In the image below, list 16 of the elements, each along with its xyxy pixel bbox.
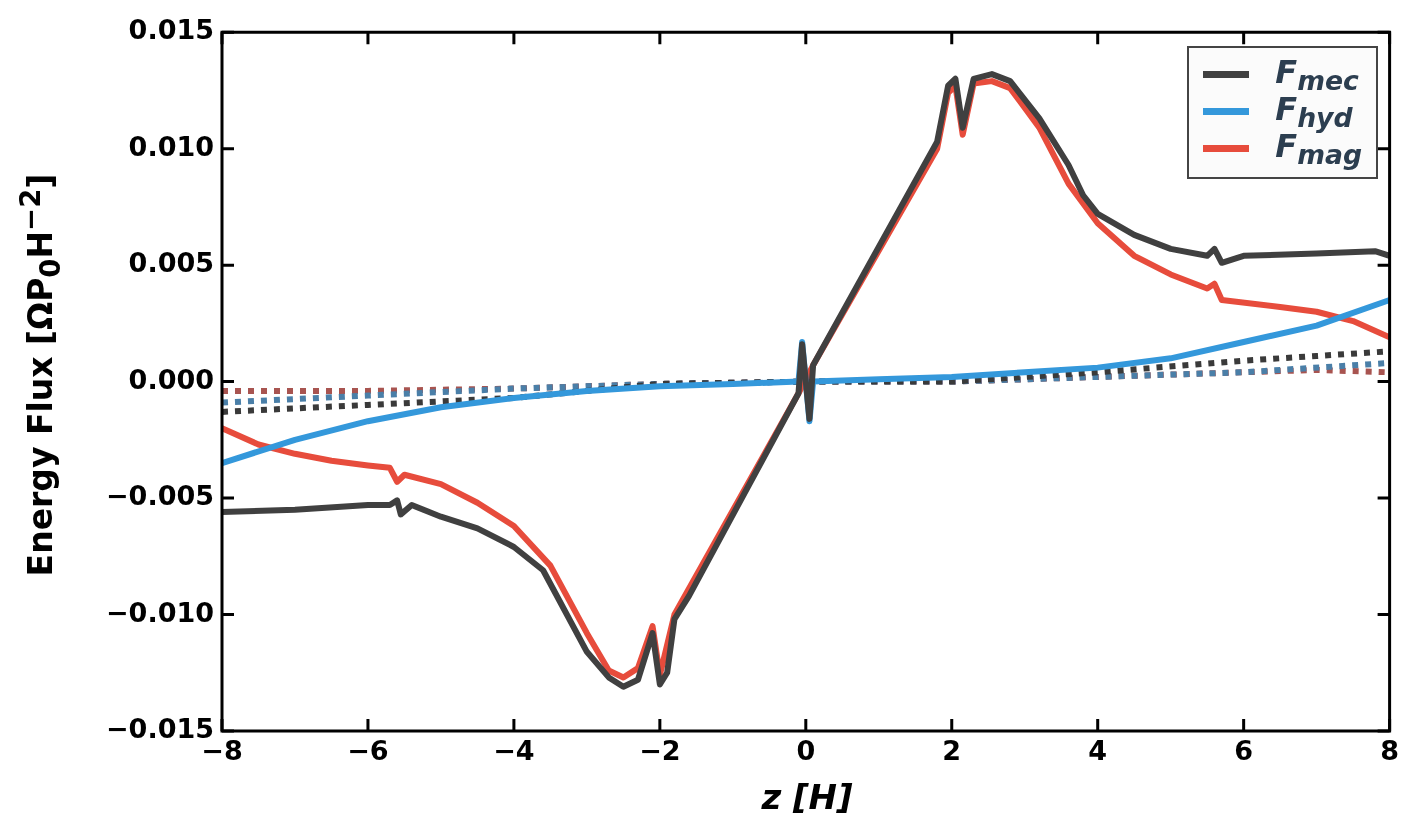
x-tick-label: −2 <box>639 735 681 767</box>
legend-label: F$_{mec}$ <box>1275 52 1359 97</box>
x-tick-label: 0 <box>796 735 816 767</box>
x-tick-label: −4 <box>493 735 535 767</box>
y-tick-label: 0.005 <box>128 247 214 279</box>
y-tick-label: −0.010 <box>105 596 214 628</box>
y-tick-label: 0.010 <box>128 130 214 162</box>
x-tick-label: 8 <box>1380 735 1400 767</box>
x-tick-label: 6 <box>1234 735 1254 767</box>
y-tick-label: −0.005 <box>105 480 214 512</box>
y-tick-label: 0.015 <box>128 14 214 46</box>
x-tick-label: 2 <box>942 735 962 767</box>
x-axis-title: z [H] <box>760 777 854 817</box>
x-tick-label: 4 <box>1088 735 1108 767</box>
x-tick-label: −6 <box>347 735 389 767</box>
y-tick-label: 0.000 <box>128 363 214 395</box>
